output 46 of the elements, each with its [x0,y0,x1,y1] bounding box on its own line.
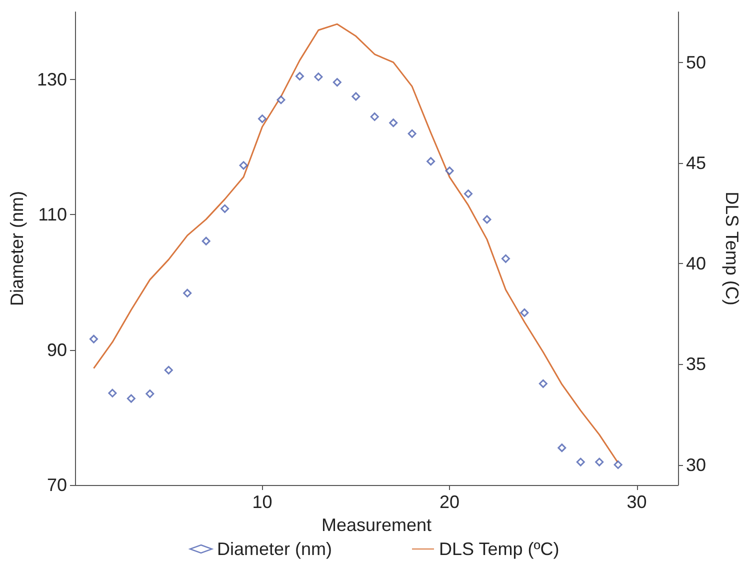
y2-tick-label: 45 [686,152,706,173]
legend-label: DLS Temp (ºC) [439,539,560,559]
y-tick-label: 110 [38,204,67,225]
point [108,388,117,398]
y2-tick-label: 35 [686,354,706,374]
x-axis-title: Measurement [321,514,432,535]
point [164,366,173,374]
x-tick-label: 30 [626,492,647,512]
point [332,78,342,87]
y-tick-label: 90 [46,340,67,360]
y2-tick-label: 40 [686,254,706,274]
point [314,72,323,82]
point [445,166,454,176]
point [352,92,360,101]
y-tick-label: 70 [46,475,67,495]
point [426,157,436,166]
point [89,334,98,344]
point [258,114,267,124]
point [614,460,622,469]
point [576,458,585,466]
point [408,129,416,138]
point [501,254,510,263]
legend-label: Diameter (nm) [216,539,332,559]
y-tick-label: 130 [36,70,67,90]
point [239,161,248,170]
point [482,215,492,224]
point [146,390,154,398]
point [595,458,604,466]
point [558,444,566,452]
point [126,394,136,403]
point [202,236,210,246]
point [464,190,473,198]
point [370,112,379,121]
x-tick-label: 10 [252,492,272,512]
point [520,308,529,317]
point [183,288,192,298]
point [538,379,548,388]
y2-tick-label: 50 [686,52,706,72]
x-tick-label: 20 [440,492,460,512]
point [276,96,286,104]
y2-tick-label: 30 [686,454,706,475]
y-axis-title: Diameter (nm) [7,190,28,306]
y2-axis-title: DLS Temp (C) [722,192,742,306]
point [220,204,230,213]
point [389,118,398,128]
point [295,72,304,80]
